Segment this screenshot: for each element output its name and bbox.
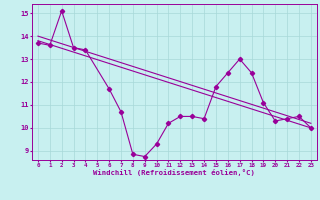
X-axis label: Windchill (Refroidissement éolien,°C): Windchill (Refroidissement éolien,°C) — [93, 169, 255, 176]
